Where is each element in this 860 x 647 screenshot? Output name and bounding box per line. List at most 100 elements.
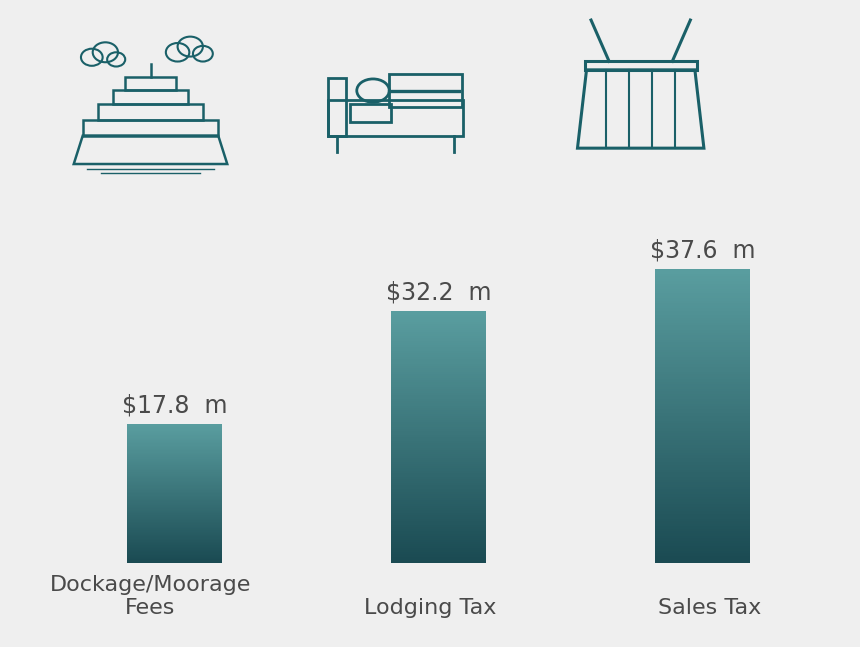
Bar — [127, 443, 223, 444]
Bar — [654, 453, 750, 455]
Bar — [127, 488, 223, 490]
Bar — [654, 477, 750, 479]
Bar — [391, 506, 486, 509]
Bar — [391, 391, 486, 393]
Bar — [654, 279, 750, 281]
Bar — [127, 448, 223, 449]
Bar — [391, 450, 486, 452]
Bar — [391, 462, 486, 465]
Bar — [391, 498, 486, 500]
Bar — [654, 301, 750, 303]
Bar — [391, 378, 486, 380]
Bar — [654, 345, 750, 347]
Bar — [391, 441, 486, 443]
Bar — [127, 434, 223, 435]
Bar — [127, 512, 223, 513]
Bar — [391, 465, 486, 466]
Bar — [654, 482, 750, 485]
Bar — [391, 502, 486, 504]
Bar — [391, 452, 486, 454]
Bar — [127, 507, 223, 509]
Bar — [654, 443, 750, 445]
Bar — [654, 283, 750, 286]
Bar — [127, 516, 223, 518]
Bar — [127, 431, 223, 432]
Bar — [654, 558, 750, 560]
Bar — [391, 336, 486, 338]
Bar — [654, 305, 750, 308]
Bar — [654, 406, 750, 408]
Bar — [391, 487, 486, 490]
Bar — [391, 454, 486, 456]
Bar — [391, 485, 486, 487]
Bar — [654, 501, 750, 504]
Bar — [127, 454, 223, 455]
Text: $32.2  m: $32.2 m — [386, 281, 491, 305]
Bar — [391, 448, 486, 450]
Bar — [391, 466, 486, 468]
Bar — [127, 424, 223, 425]
Bar — [127, 474, 223, 475]
Bar — [654, 320, 750, 323]
Bar — [127, 529, 223, 531]
Bar — [391, 512, 486, 514]
Bar — [391, 456, 486, 458]
Bar — [391, 370, 486, 372]
Bar — [585, 61, 697, 70]
Bar — [127, 499, 223, 500]
Bar — [391, 380, 486, 382]
Bar — [391, 561, 486, 563]
Bar — [127, 444, 223, 446]
Bar — [391, 393, 486, 395]
Bar — [127, 427, 223, 428]
Bar — [391, 343, 486, 345]
Bar — [391, 559, 486, 561]
Bar — [391, 458, 486, 460]
Bar — [391, 322, 486, 324]
Bar — [654, 514, 750, 516]
Bar — [654, 465, 750, 467]
Bar — [127, 433, 223, 434]
Bar — [126, 77, 175, 90]
Bar — [654, 360, 750, 362]
Bar — [391, 345, 486, 347]
Bar — [654, 556, 750, 558]
Bar — [127, 553, 223, 554]
Bar — [654, 475, 750, 477]
Bar — [654, 286, 750, 289]
Bar — [391, 548, 486, 551]
Bar — [127, 432, 223, 433]
Text: Lodging Tax: Lodging Tax — [364, 598, 496, 618]
Bar — [391, 372, 486, 374]
Bar — [654, 441, 750, 443]
Bar — [391, 376, 486, 378]
Bar — [127, 523, 223, 525]
Bar — [127, 551, 223, 553]
Bar — [391, 538, 486, 540]
Bar — [654, 377, 750, 379]
Bar — [654, 276, 750, 279]
Bar — [654, 384, 750, 386]
Bar — [654, 416, 750, 419]
Bar — [391, 470, 486, 473]
Text: $37.6  m: $37.6 m — [649, 239, 755, 263]
Bar — [654, 303, 750, 305]
Bar — [391, 347, 486, 349]
Bar — [390, 74, 462, 107]
Bar — [654, 294, 750, 296]
Bar — [391, 519, 486, 521]
Bar — [127, 519, 223, 520]
Bar — [391, 433, 486, 435]
Bar — [654, 350, 750, 352]
Bar — [127, 532, 223, 534]
Bar — [654, 401, 750, 404]
Bar — [391, 510, 486, 512]
Bar — [391, 554, 486, 556]
Bar — [391, 468, 486, 470]
Bar — [391, 326, 486, 328]
Bar — [391, 338, 486, 340]
Bar — [391, 382, 486, 384]
Bar — [391, 401, 486, 404]
Bar — [127, 441, 223, 443]
Bar — [127, 484, 223, 485]
